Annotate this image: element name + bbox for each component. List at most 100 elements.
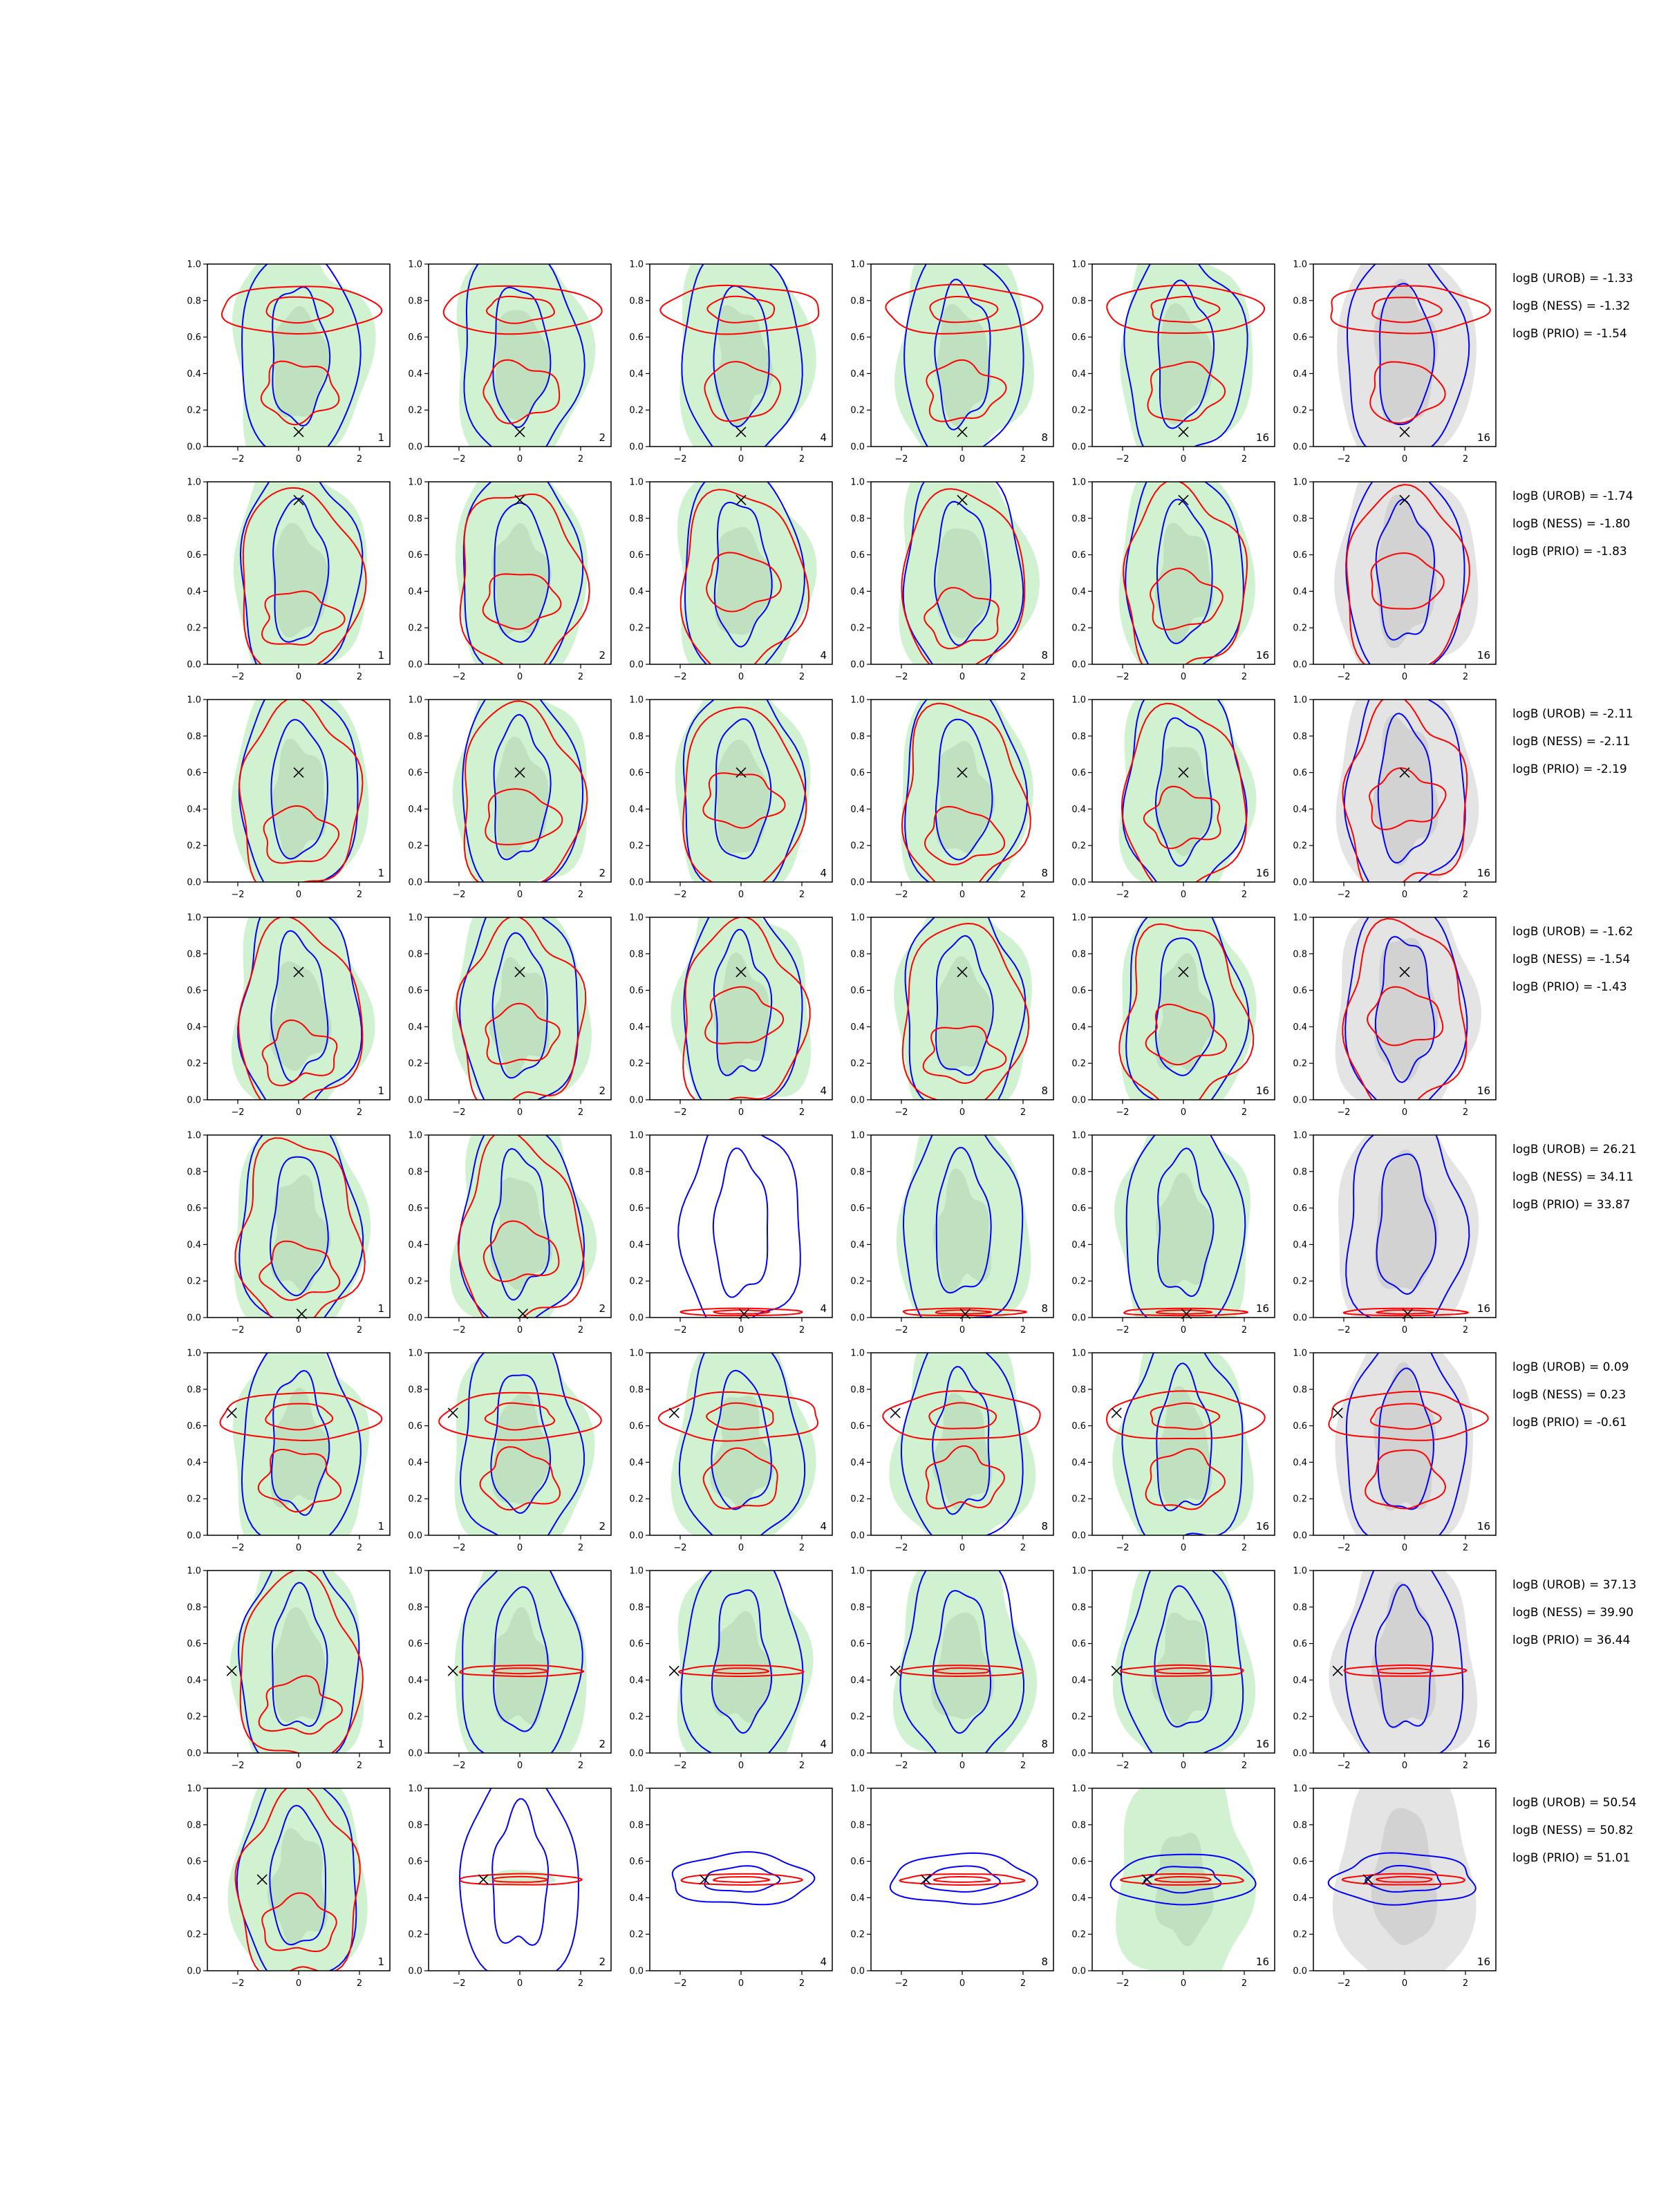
y-tick-label: 0.6	[1071, 768, 1086, 778]
column-count-label: 16	[1256, 1520, 1269, 1533]
true-value-marker	[447, 1665, 458, 1676]
red-contour-lower	[926, 359, 1007, 422]
logb-urob-row-8: logB (UROB) = 50.54	[1512, 1796, 1636, 1810]
y-tick-label: 0.2	[408, 1277, 422, 1287]
x-tick-label: 2	[357, 1761, 362, 1771]
blue-contour-inner	[1157, 1147, 1215, 1297]
red-contour-outer	[221, 285, 383, 335]
x-tick-label: −2	[1116, 890, 1129, 900]
x-tick-label: 0	[738, 1325, 744, 1335]
y-tick-label: 1.0	[629, 913, 644, 924]
y-tick-label: 0.2	[1071, 406, 1086, 416]
column-count-label: 8	[1041, 1085, 1048, 1097]
column-count-label: 2	[599, 1738, 606, 1750]
x-tick-label: 0	[738, 1761, 744, 1771]
true-value-marker	[447, 1407, 458, 1418]
x-tick-label: 0	[517, 890, 523, 900]
y-tick-label: 0.4	[1293, 369, 1307, 379]
y-tick-label: 0.4	[408, 1240, 422, 1250]
y-tick-label: 0.6	[1293, 1203, 1307, 1214]
red-contour-outer	[1106, 284, 1265, 335]
green-density-inner	[270, 1606, 327, 1723]
red-contour-inner	[706, 552, 782, 612]
y-tick-label: 0.4	[187, 1458, 201, 1468]
x-tick-label: −2	[452, 454, 465, 465]
x-tick-label: −2	[452, 672, 465, 682]
y-tick-label: 0.0	[850, 1749, 865, 1759]
true-value-marker	[226, 1407, 237, 1418]
y-tick-label: 0.2	[408, 1712, 422, 1723]
blue-contour-outer	[462, 1571, 583, 1753]
blue-contour-inner	[1374, 935, 1436, 1083]
true-value-marker	[1178, 494, 1189, 505]
y-tick-label: 0.2	[187, 1712, 201, 1723]
y-tick-label: 0.4	[1293, 1893, 1307, 1904]
grey-density-outer	[1329, 1571, 1478, 1753]
blue-contour-inner	[1157, 279, 1215, 429]
true-value-marker	[514, 494, 525, 505]
x-tick-label: −2	[1337, 1761, 1350, 1771]
red-contour-outer	[680, 1873, 803, 1886]
panel-r8-c5: −2 0 2 0.0 0.2 0.4 0.6 0.8 1.0 16	[1071, 1784, 1275, 1989]
y-tick-label: 1.0	[187, 1566, 201, 1577]
blue-contour-inner	[490, 1374, 552, 1515]
x-tick-label: 0	[959, 1543, 965, 1553]
x-tick-label: 2	[799, 1107, 805, 1118]
panel-r6-c4: −2 0 2 0.0 0.2 0.4 0.6 0.8 1.0 8	[850, 1349, 1054, 1553]
red-contour-outer	[1118, 923, 1255, 1100]
grey-density-inner	[1376, 494, 1436, 649]
y-tick-label: 0.6	[1071, 1421, 1086, 1432]
x-tick-label: −2	[231, 672, 244, 682]
panel-plot-area	[671, 917, 812, 1100]
y-tick-label: 0.6	[629, 1421, 644, 1432]
y-tick-label: 0.4	[629, 369, 644, 379]
true-value-marker	[735, 966, 747, 977]
x-tick-label: 0	[296, 1761, 301, 1771]
blue-contour-inner	[271, 1582, 328, 1727]
blue-contour-outer	[1345, 1353, 1468, 1535]
panel-r4-c1: −2 0 2 0.0 0.2 0.4 0.6 0.8 1.0 1	[187, 913, 391, 1118]
y-tick-label: 0.0	[1071, 1531, 1086, 1541]
true-value-marker	[957, 494, 968, 505]
blue-contour-outer	[678, 1353, 806, 1535]
x-tick-label: 2	[799, 1978, 805, 1989]
y-tick-label: 0.8	[1293, 1602, 1307, 1613]
green-density-outer	[1113, 1571, 1256, 1753]
logb-urob-row-5: logB (UROB) = 26.21	[1512, 1143, 1636, 1156]
y-tick-label: 1.0	[850, 695, 865, 706]
x-tick-label: −2	[452, 890, 465, 900]
y-tick-label: 0.8	[187, 949, 201, 959]
column-count-label: 1	[377, 867, 384, 879]
y-tick-label: 1.0	[1071, 1566, 1086, 1577]
green-density-inner	[936, 956, 992, 1071]
panel-plot-area	[1106, 264, 1265, 447]
red-contour-inner	[706, 295, 776, 324]
blue-contour-inner	[935, 718, 993, 861]
y-tick-label: 0.2	[629, 1712, 644, 1723]
blue-contour-outer	[1327, 1852, 1477, 1906]
x-tick-label: 0	[296, 672, 301, 682]
column-count-label: 2	[599, 1520, 606, 1533]
green-density-outer	[894, 917, 1032, 1100]
true-value-marker	[1178, 427, 1189, 438]
red-contour-inner	[263, 805, 340, 864]
y-tick-label: 0.0	[629, 1967, 644, 1977]
x-tick-label: 0	[296, 1325, 301, 1335]
x-tick-label: −2	[673, 1325, 686, 1335]
true-value-marker	[957, 767, 968, 778]
y-tick-label: 0.0	[408, 1967, 422, 1977]
true-value-marker	[293, 427, 304, 438]
x-tick-label: −2	[673, 454, 686, 465]
y-tick-label: 0.8	[187, 514, 201, 524]
y-tick-label: 1.0	[187, 1131, 201, 1141]
blue-contour-inner	[934, 500, 992, 646]
y-tick-label: 0.6	[187, 1203, 201, 1214]
green-density-outer	[450, 1135, 597, 1318]
x-tick-label: −2	[231, 890, 244, 900]
y-tick-label: 0.2	[408, 1059, 422, 1069]
y-tick-label: 1.0	[1071, 695, 1086, 706]
y-tick-label: 0.2	[629, 1930, 644, 1940]
true-value-marker	[957, 427, 968, 438]
x-tick-label: −2	[1116, 454, 1129, 465]
x-tick-label: 0	[1402, 1761, 1407, 1771]
